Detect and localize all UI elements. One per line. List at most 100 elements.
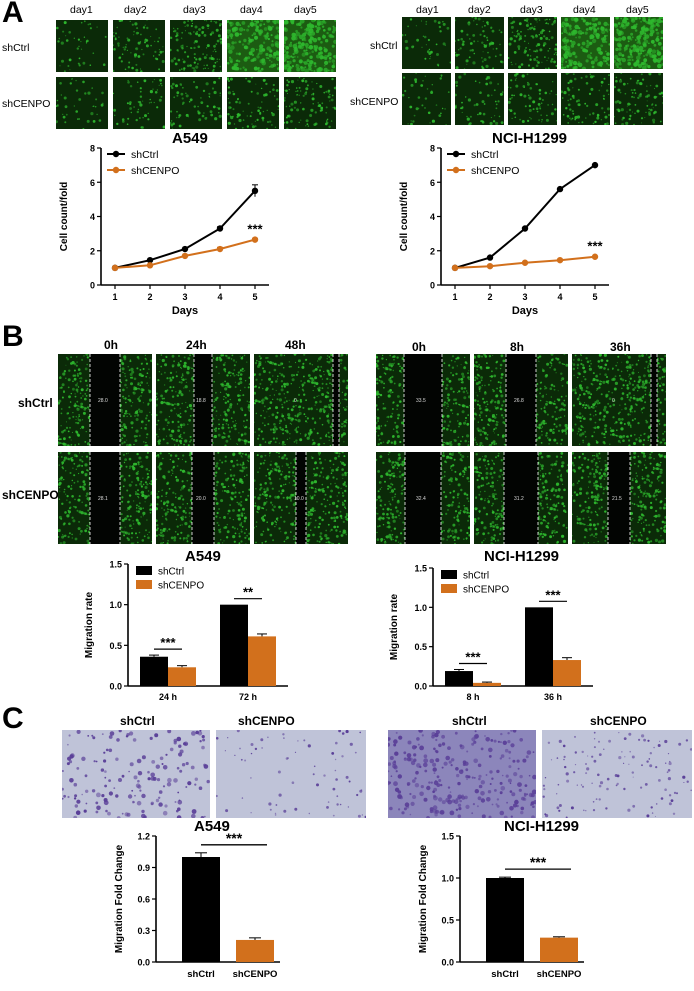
a-left-row-shctrl: shCtrl (2, 42, 30, 54)
data-point-shCtrl (216, 225, 224, 232)
significance-label: *** (226, 830, 243, 846)
a-left-day3: day3 (183, 4, 206, 16)
significance-label: ** (243, 585, 254, 600)
legend-label-shCtrl: shCtrl (471, 149, 498, 161)
b-right-time-1: 8h (510, 340, 525, 354)
legend-label-shCtrl: shCtrl (131, 149, 158, 161)
a549-wound-tile-r1-c2 (254, 452, 348, 544)
a549-tile-r0-c4 (284, 20, 336, 72)
y-tick-label: 0.5 (441, 916, 454, 926)
bar-shCtrl (525, 607, 553, 686)
cell-texture (402, 73, 450, 125)
h1299-tile-r1-c0 (402, 73, 451, 125)
cell-texture (216, 730, 366, 818)
a549-transwell-image-row (62, 730, 366, 818)
a549-wound-tile-r0-c2 (254, 354, 348, 446)
a-left-day2: day2 (124, 4, 147, 16)
a549-growth-curve-chart: 0 2 4 6 8 Cell count/fold 1 2 3 4 5 Days shCtrl shCEN… (59, 144, 269, 317)
wound-width-label: 18.8 (196, 398, 206, 404)
a549-transwell-chart: 0.0 0.3 0.6 0.9 1.2 Migration Fold Change shCt… (114, 830, 280, 980)
y-tick-label: 6 (90, 178, 95, 188)
legend-label-shCtrl: shCtrl (463, 571, 489, 582)
h1299-proliferation-image-grid (402, 17, 666, 127)
wound-gap-area (506, 354, 536, 446)
x-tick-label: shCtrl (187, 969, 214, 980)
cell-texture (388, 730, 536, 818)
cell-texture (284, 20, 336, 72)
c-left-col-shctrl: shCtrl (120, 714, 155, 728)
h1299-tile-r0-c3 (561, 17, 610, 69)
data-point-shCENPO (556, 256, 564, 264)
a549-proliferation-image-grid (56, 20, 340, 130)
a549-tile-r1-c0 (56, 77, 108, 129)
y-axis-label: Cell count/fold (399, 182, 410, 251)
x-tick-label: 2 (147, 292, 152, 302)
h1299-migration-rate-chart: 0.0 0.5 1.0 1.5 Migration rate 8 h *** 36 h *** s… (389, 564, 593, 701)
data-point-shCENPO (451, 264, 459, 272)
bar-shCtrl (445, 671, 473, 686)
wound-gap (193, 354, 213, 446)
data-point-shCtrl (521, 225, 529, 232)
y-tick-label: 4 (430, 212, 435, 222)
cell-texture (455, 17, 504, 69)
x-axis-label: Days (172, 305, 198, 317)
y-tick-label: 0 (430, 281, 435, 291)
wound-width-label: 10.0 (294, 496, 304, 502)
y-tick-label: 8 (430, 144, 435, 154)
data-point-shCtrl (251, 187, 259, 195)
cell-texture (508, 73, 557, 123)
cell-texture (227, 77, 279, 129)
b-row-shctrl: shCtrl (18, 396, 53, 410)
wound-width-label: 21.5 (612, 496, 622, 502)
cell-texture (508, 17, 557, 69)
wound-gap-area (504, 452, 538, 544)
legend-swatch-shCtrl (441, 570, 457, 579)
wound-gap (295, 452, 307, 544)
x-tick-label: 2 (487, 292, 492, 302)
a549-wound-healing-image-grid: 28.0 18.8 0 28.1 20.0 10.0 (58, 354, 350, 544)
legend-label-shCENPO: shCENPO (471, 165, 519, 177)
x-tick-label: shCENPO (233, 969, 278, 980)
wound-gap (607, 452, 631, 544)
x-tick-label: shCENPO (537, 969, 582, 980)
y-tick-label: 2 (90, 246, 95, 256)
cell-texture (402, 18, 451, 67)
cell-texture (455, 73, 504, 125)
wound-gap (505, 354, 537, 446)
cell-texture (561, 73, 610, 125)
h1299-wound-tile-r1-c2 (572, 452, 666, 544)
data-point-shCtrl (146, 256, 154, 264)
significance-label: *** (465, 649, 481, 664)
wound-width-label: 0 (612, 398, 615, 404)
wound-width-label: 0 (294, 398, 297, 404)
legend-marker-shCENPO (452, 166, 460, 174)
a549-wound-tile-r1-c0 (58, 452, 152, 544)
cell-texture (62, 730, 210, 818)
bar-shCtrl (140, 656, 168, 686)
a-right-day2: day2 (468, 4, 491, 16)
b-right-time-0: 0h (412, 340, 427, 354)
legend-swatch-shCtrl (136, 566, 152, 575)
cell-texture (113, 20, 165, 72)
data-point-shCENPO (181, 252, 189, 260)
wound-gap-area (90, 452, 120, 544)
bar-shCtrl (182, 857, 220, 962)
wound-gap (332, 354, 340, 446)
a549-tile-r0-c0 (56, 20, 108, 72)
x-tick-label: 3 (522, 292, 527, 302)
wound-width-label: 28.1 (98, 496, 108, 502)
data-point-shCENPO (146, 262, 154, 269)
legend-swatch-shCENPO (441, 584, 457, 593)
a549-wound-tile-r1-c1 (156, 452, 250, 544)
bar-shCENPO (248, 636, 276, 686)
wound-gap (403, 354, 443, 446)
a-left-day4: day4 (240, 4, 263, 16)
x-tick-label: 36 h (544, 692, 562, 701)
bar-shCENPO (553, 660, 581, 686)
y-tick-label: 1.2 (137, 832, 150, 842)
y-axis-label: Migration rate (84, 592, 95, 659)
h1299-wound-tile-r0-c0 (376, 354, 470, 446)
legend-marker-shCENPO (112, 166, 120, 174)
x-tick-label: 1 (452, 292, 457, 302)
y-tick-label: 1.5 (441, 832, 454, 842)
